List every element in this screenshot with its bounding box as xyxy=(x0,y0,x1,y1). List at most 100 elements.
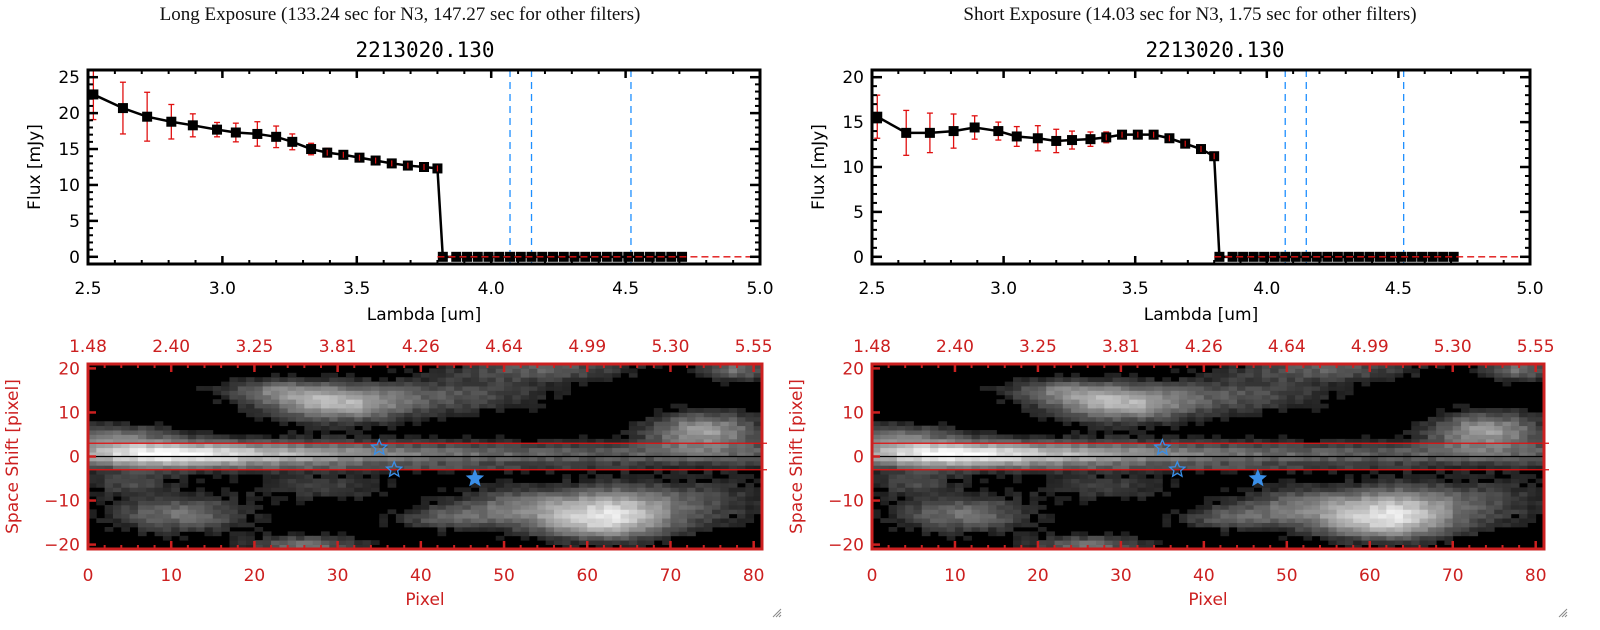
image-pixel xyxy=(1203,522,1213,528)
image-pixel xyxy=(1527,452,1537,457)
image-pixel xyxy=(1411,372,1420,378)
image-pixel xyxy=(246,403,255,409)
long-exposure-title: Long Exposure (133.24 sec for N3, 147.27… xyxy=(159,4,641,25)
image-pixel xyxy=(429,496,438,501)
image-pixel xyxy=(703,509,713,515)
image-pixel xyxy=(670,513,680,519)
image-pixel xyxy=(905,482,914,488)
image-pixel xyxy=(628,540,638,545)
image-pixel xyxy=(154,474,164,479)
image-pixel xyxy=(1237,447,1246,453)
image-pixel xyxy=(212,509,222,515)
image-pixel xyxy=(1220,372,1230,378)
y-tick-label: 15 xyxy=(58,140,80,160)
image-pixel xyxy=(387,478,397,484)
image-pixel xyxy=(1369,504,1379,510)
image-pixel xyxy=(1004,487,1014,493)
data-point xyxy=(230,127,241,138)
image-pixel xyxy=(728,430,738,435)
image-pixel xyxy=(1154,456,1163,462)
image-pixel xyxy=(1494,421,1503,427)
image-pixel xyxy=(637,487,646,493)
image-pixel xyxy=(570,487,580,493)
image-pixel xyxy=(454,403,463,409)
image-pixel xyxy=(570,500,580,506)
image-pixel xyxy=(1178,386,1188,391)
image-pixel xyxy=(628,421,638,427)
image-pixel xyxy=(1502,460,1512,466)
image-pixel xyxy=(670,460,680,466)
image-pixel xyxy=(720,491,730,497)
image-pixel xyxy=(462,500,472,506)
image-pixel xyxy=(1170,408,1180,413)
image-pixel xyxy=(1120,425,1130,431)
image-pixel xyxy=(946,438,956,444)
image-pixel xyxy=(420,456,430,462)
image-pixel xyxy=(204,460,214,466)
image-pixel xyxy=(1237,513,1246,519)
image-pixel xyxy=(1178,447,1188,453)
image-pixel xyxy=(737,430,746,435)
image-pixel xyxy=(520,487,530,493)
image-pixel xyxy=(1154,386,1163,391)
image-pixel xyxy=(1178,377,1188,383)
image-pixel xyxy=(562,513,572,519)
image-pixel xyxy=(1303,469,1313,475)
image-pixel xyxy=(562,504,572,510)
image-pixel xyxy=(670,478,680,484)
image-pixel xyxy=(745,425,755,431)
image-pixel xyxy=(221,465,230,471)
image-pixel xyxy=(1469,456,1479,462)
image-pixel xyxy=(271,443,280,449)
image-pixel xyxy=(437,438,447,444)
image-pixel xyxy=(570,509,580,515)
image-pixel xyxy=(437,394,447,400)
image-pixel xyxy=(678,474,688,479)
image-pixel xyxy=(1178,438,1188,444)
image-pixel xyxy=(162,487,172,493)
image-pixel xyxy=(695,434,705,440)
image-pixel xyxy=(154,491,164,497)
image-pixel xyxy=(1519,434,1528,440)
image-pixel xyxy=(1461,425,1470,431)
image-pixel xyxy=(1137,381,1147,387)
image-pixel xyxy=(695,460,705,466)
image-pixel xyxy=(345,478,355,484)
image-pixel xyxy=(653,430,663,435)
image-pixel xyxy=(620,452,630,457)
image-pixel xyxy=(162,430,172,435)
image-pixel xyxy=(1013,478,1022,484)
image-pixel xyxy=(279,399,289,405)
image-pixel xyxy=(237,390,247,396)
image-pixel xyxy=(620,531,630,537)
image-pixel xyxy=(287,408,297,413)
image-pixel xyxy=(1320,377,1329,383)
image-pixel xyxy=(237,438,247,444)
image-pixel xyxy=(703,465,713,471)
image-pixel xyxy=(662,421,671,427)
image-pixel xyxy=(345,474,355,479)
image-pixel xyxy=(312,408,322,413)
image-pixel xyxy=(1220,438,1230,444)
image-pixel xyxy=(1270,438,1279,444)
image-pixel xyxy=(146,509,155,515)
image-pixel xyxy=(279,377,289,383)
image-pixel xyxy=(1320,518,1329,523)
image-pixel xyxy=(728,460,738,466)
image-pixel xyxy=(687,518,696,523)
image-pixel xyxy=(1378,482,1387,488)
image-pixel xyxy=(1120,381,1130,387)
image-pixel xyxy=(379,416,388,422)
image-pixel xyxy=(479,456,488,462)
image-pixel xyxy=(512,452,522,457)
image-pixel xyxy=(1303,487,1313,493)
image-pixel xyxy=(703,416,713,422)
image-pixel xyxy=(1170,434,1180,440)
image-pixel xyxy=(1013,491,1022,497)
image-pixel xyxy=(329,535,339,541)
image-pixel xyxy=(905,474,914,479)
image-pixel xyxy=(162,474,172,479)
image-pixel xyxy=(187,469,197,475)
image-pixel xyxy=(229,544,239,550)
image-pixel xyxy=(545,452,555,457)
